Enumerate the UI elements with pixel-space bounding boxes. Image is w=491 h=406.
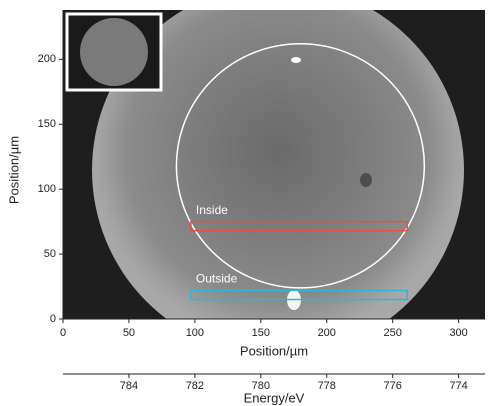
x2-tick-label: 774 [449, 380, 467, 392]
x2-axis-label: Energy/eV [244, 390, 305, 405]
region-label: Outside [196, 272, 238, 286]
x2-tick-label: 782 [186, 380, 204, 392]
y-axis-label: Position/µm [6, 136, 21, 204]
x-tick-label: 100 [186, 327, 204, 339]
x2-tick-label: 776 [384, 380, 402, 392]
x-tick-label: 150 [252, 327, 270, 339]
x2-tick-label: 784 [120, 380, 138, 392]
inset [67, 14, 161, 90]
x-tick-label: 200 [318, 327, 336, 339]
x2-tick-label: 778 [318, 380, 336, 392]
y-tick-label: 100 [38, 183, 56, 195]
y-tick-label: 0 [50, 313, 56, 325]
x2-tick-label: 780 [252, 380, 270, 392]
figure: Position/µm Position/µm Energy/eV Inside… [0, 0, 491, 406]
x-tick-label: 0 [60, 327, 66, 339]
x-tick-label: 250 [384, 327, 402, 339]
y-tick-label: 200 [38, 53, 56, 65]
x-tick-label: 50 [123, 327, 135, 339]
x-axis-label: Position/µm [240, 343, 308, 358]
y-tick-label: 150 [38, 118, 56, 130]
y-tick-label: 50 [44, 248, 56, 260]
x-tick-label: 300 [449, 327, 467, 339]
region-label: Inside [196, 203, 228, 217]
